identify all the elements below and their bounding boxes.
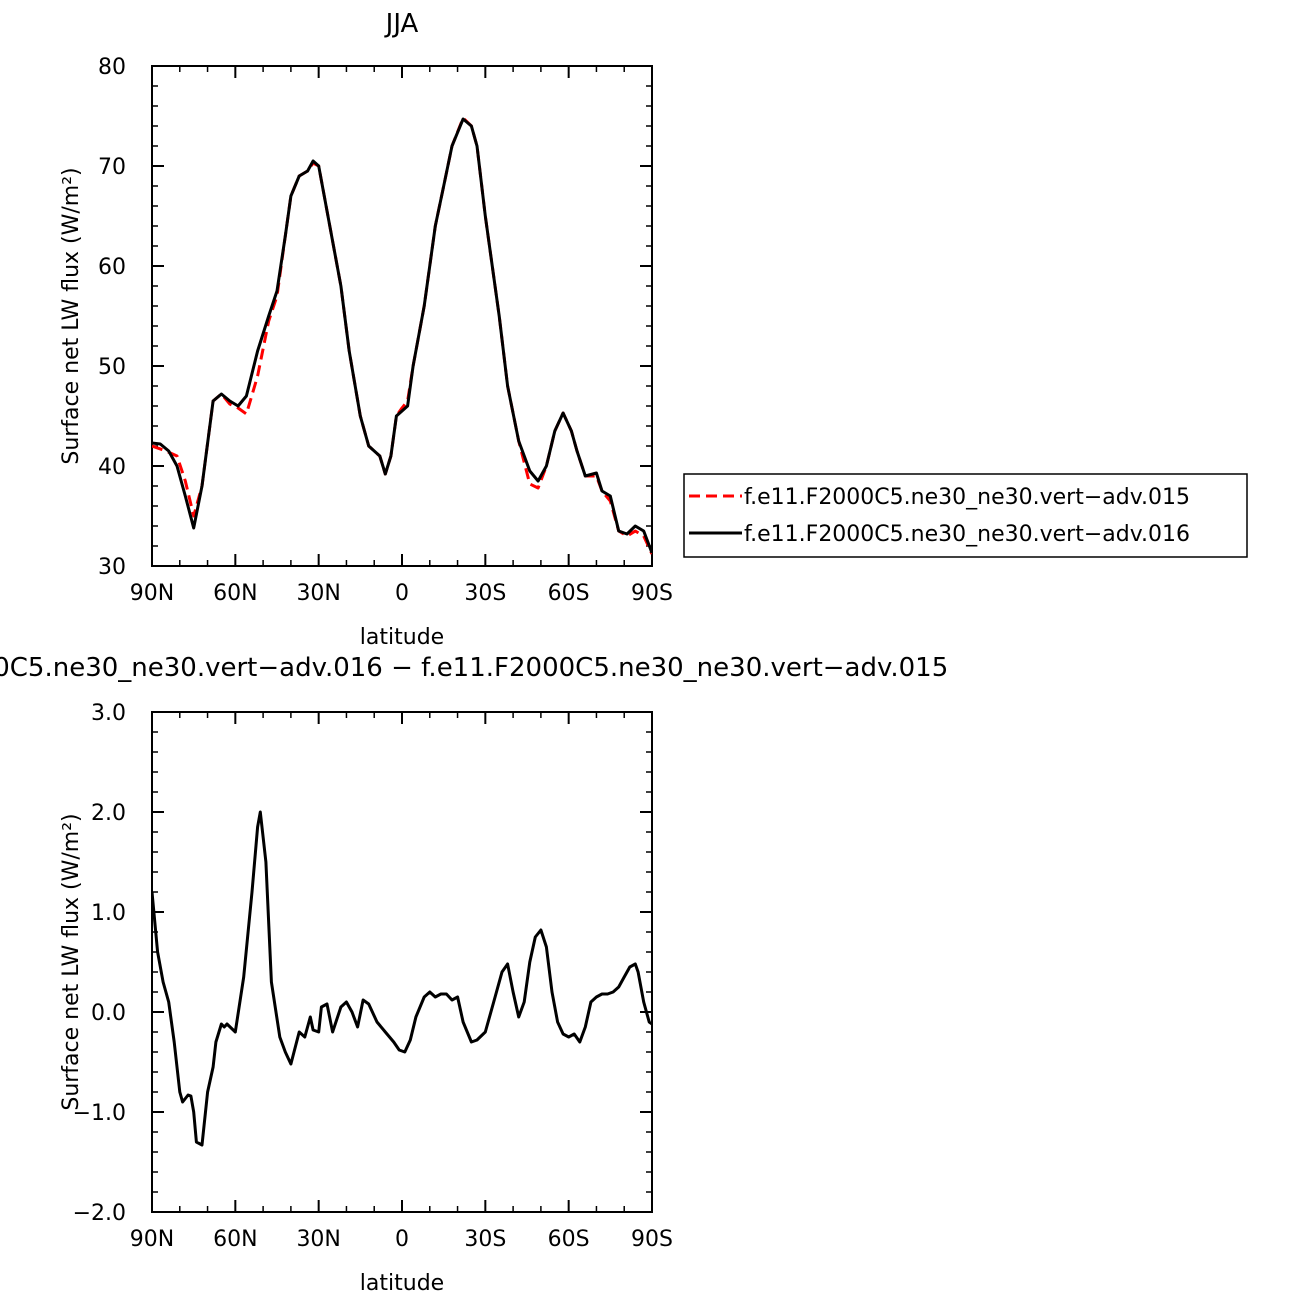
x-axis-label: latitude — [360, 625, 444, 650]
x-tick-label: 60S — [548, 581, 590, 606]
chart-title: JJA — [384, 9, 419, 39]
x-tick-label: 90S — [631, 1227, 673, 1252]
top-plot: 90N 60N 30N 0 30S 60S 90S 30 40 50 60 70 80 latitude S… — [59, 9, 673, 650]
x-tick-label: 30S — [464, 1227, 506, 1252]
y-axis-label: Surface net LW flux (W/m²) — [59, 813, 84, 1110]
y-tick-label: 50 — [98, 355, 126, 380]
series-group — [152, 116, 652, 555]
bottom-plot: 90N 60N 30N 0 30S 60S 90S −2.0 −1.0 0.0 1.0 2.0 3.0 l… — [0, 653, 948, 1296]
x-tick-label: 0 — [395, 581, 409, 606]
y-tick-label: 70 — [98, 155, 126, 180]
y-tick-label: 2.0 — [91, 801, 126, 826]
y-tick-label: 60 — [98, 255, 126, 280]
legend-label-1: f.e11.F2000C5.ne30_ne30.vert−adv.015 — [744, 485, 1190, 510]
legend-box — [683, 473, 1248, 558]
x-tick-label: 60N — [213, 1227, 257, 1252]
y-tick-label: 40 — [98, 455, 126, 480]
y-axis-label: Surface net LW flux (W/m²) — [59, 167, 84, 464]
x-tick-label: 30S — [464, 581, 506, 606]
series-group — [152, 810, 652, 1147]
y-tick-label: 80 — [98, 55, 126, 80]
x-tick-label: 0 — [395, 1227, 409, 1252]
series-line-1 — [152, 116, 652, 555]
y-tick-label: 0.0 — [91, 1001, 126, 1026]
y-tick-label: −1.0 — [73, 1101, 126, 1126]
x-tick-label: 90S — [631, 581, 673, 606]
series-line-2 — [152, 117, 652, 554]
x-tick-label: 90N — [130, 1227, 174, 1252]
chart-title: f.e11.F2000C5.ne30_ne30.vert−adv.016 − f… — [0, 653, 948, 683]
x-tick-label: 30N — [296, 581, 340, 606]
plot-frame — [151, 65, 653, 567]
x-tick-label: 60S — [548, 1227, 590, 1252]
y-tick-label: 30 — [98, 555, 126, 580]
x-tick-label: 30N — [296, 1227, 340, 1252]
plot-frame — [151, 711, 653, 1213]
series-line-1 — [152, 810, 652, 1147]
y-tick-label: 1.0 — [91, 901, 126, 926]
x-tick-label: 60N — [213, 581, 257, 606]
y-tick-label: −2.0 — [73, 1201, 126, 1226]
legend-label-2: f.e11.F2000C5.ne30_ne30.vert−adv.016 — [744, 522, 1190, 547]
x-tick-label: 90N — [130, 581, 174, 606]
x-axis-label: latitude — [360, 1271, 444, 1296]
y-tick-label: 3.0 — [91, 701, 126, 726]
legend: f.e11.F2000C5.ne30_ne30.vert−adv.015 f.e1… — [683, 473, 1248, 558]
